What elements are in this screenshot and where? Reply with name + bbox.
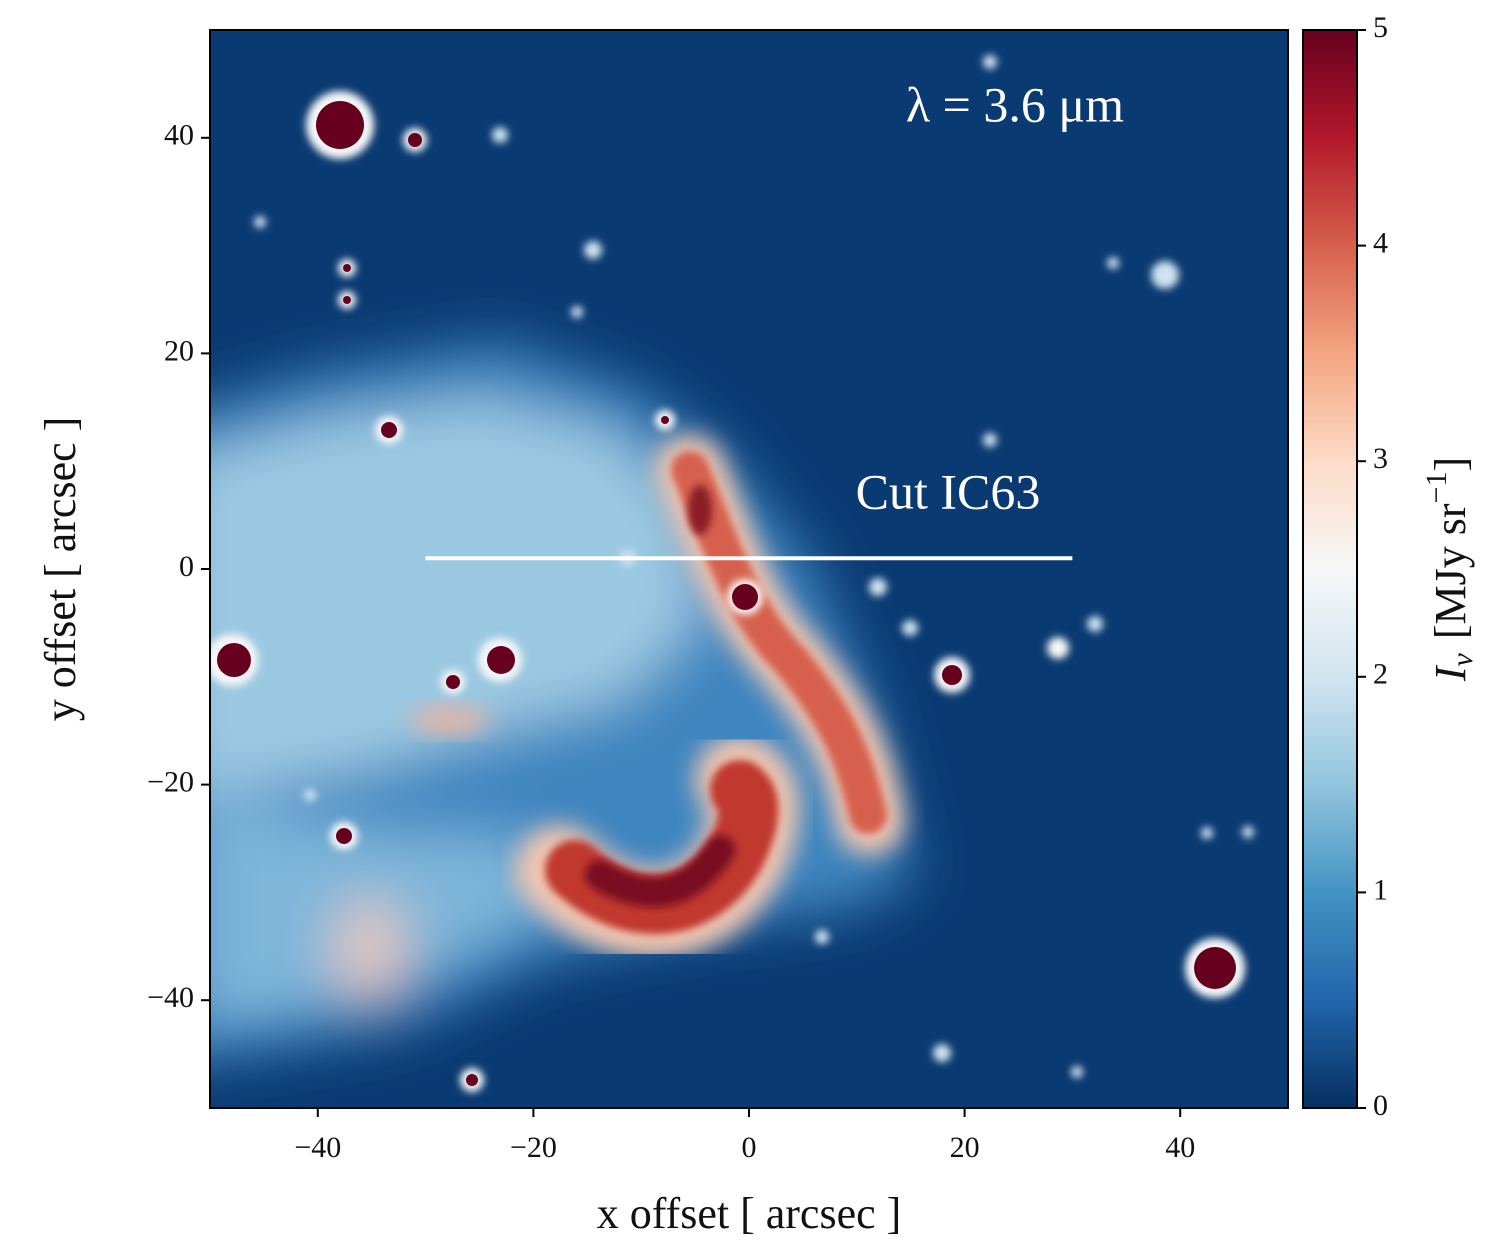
colorbar xyxy=(1302,29,1358,1109)
x-tick-label: −40 xyxy=(294,1131,341,1164)
x-tick-label: 20 xyxy=(950,1131,980,1164)
colorbar-tick-label: 1 xyxy=(1373,873,1388,906)
y-axis-label: y offset [ arcsec ] xyxy=(36,417,85,722)
wavelength-annotation: λ = 3.6 μm xyxy=(906,76,1124,132)
bright-rim xyxy=(410,435,905,959)
y-tick-label: −40 xyxy=(147,981,194,1014)
cut-annotation: Cut IC63 xyxy=(856,463,1041,519)
colorbar-tick-label: 5 xyxy=(1373,11,1388,44)
y-tick-label: 20 xyxy=(164,334,194,367)
point-sources xyxy=(210,55,1254,1092)
colorbar-label: Iν [MJy sr−1] xyxy=(1420,457,1479,682)
x-axis-label: x offset [ arcsec ] xyxy=(597,1189,902,1238)
x-tick-label: 0 xyxy=(742,1131,757,1164)
x-tick-label: −20 xyxy=(510,1131,557,1164)
colorbar-tick-label: 3 xyxy=(1373,442,1388,475)
colorbar-label-close: ] xyxy=(1426,457,1475,472)
image xyxy=(210,30,1288,1108)
colorbar-label-exponent: −1 xyxy=(1420,472,1453,504)
colorbar-tick-label: 0 xyxy=(1373,1089,1388,1122)
colorbar-label-unit: [MJy sr xyxy=(1426,503,1475,639)
colorbar-label-subscript: ν xyxy=(1446,652,1479,666)
colorbar-tick-label: 4 xyxy=(1373,226,1388,259)
x-tick-label: 40 xyxy=(1165,1131,1195,1164)
y-tick-label: 40 xyxy=(164,119,194,152)
colorbar-label-symbol: I xyxy=(1426,664,1475,682)
colorbar-tick-label: 2 xyxy=(1373,658,1388,691)
y-tick-label: −20 xyxy=(147,765,194,798)
y-tick-label: 0 xyxy=(179,550,194,583)
